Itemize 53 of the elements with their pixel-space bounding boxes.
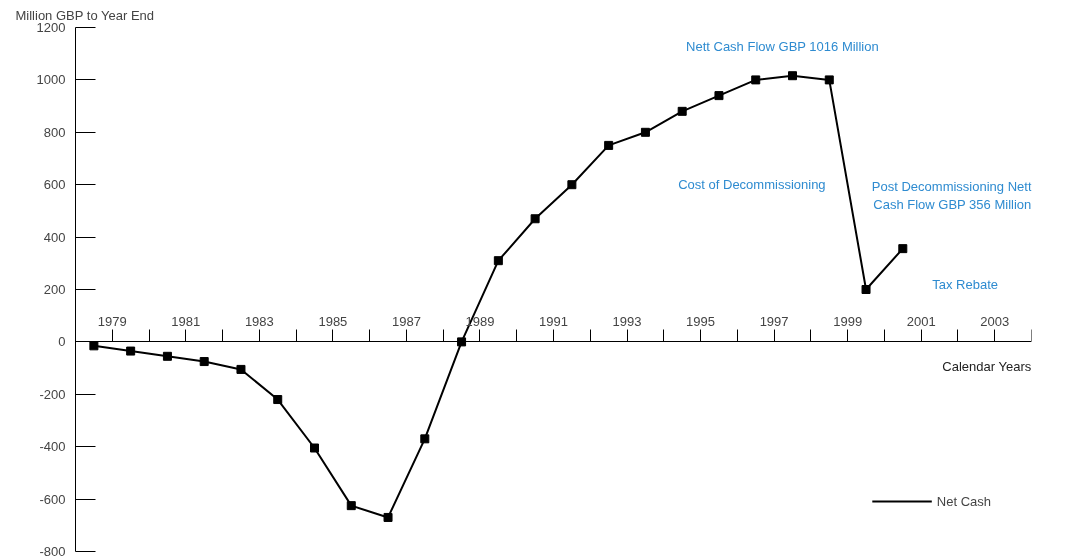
point (788, 71, 797, 81)
point (824, 75, 834, 85)
point (493, 256, 503, 266)
point (383, 512, 393, 522)
y-tick-label: 200 (43, 282, 66, 297)
y-tick-label: 600 (43, 177, 66, 193)
point (236, 364, 246, 374)
x-tick-label: 1999 (833, 313, 863, 329)
x-tick-label: 1997 (759, 313, 789, 329)
annotation: Nett Cash Flow GBP 1016 Million (686, 38, 879, 54)
x-axis-title: Calendar Years (942, 358, 1032, 374)
x-tick-label: 1991 (539, 313, 568, 329)
y-axis-title: Million GBP to Year End (15, 7, 155, 23)
point (567, 180, 577, 190)
x-tick-label: 1987 (391, 313, 421, 329)
y-tick-label: -400 (39, 439, 66, 455)
x-tick-label: 1979 (97, 313, 127, 329)
point (89, 341, 99, 351)
point (861, 285, 871, 294)
point (640, 127, 650, 137)
point (677, 106, 687, 116)
point (162, 351, 172, 361)
x-tick-label: 1983 (244, 313, 274, 329)
y-tick-label: 1200 (36, 20, 66, 35)
point (457, 337, 467, 347)
x-tick-label: 1993 (612, 313, 642, 329)
y-tick-label: 400 (43, 229, 66, 245)
x-tick-label: 1981 (171, 313, 201, 329)
point (604, 140, 614, 150)
point (530, 214, 540, 224)
point (751, 75, 761, 85)
x-tick-label: 2001 (906, 313, 936, 329)
annotation: Tax Rebate (932, 276, 998, 292)
point (420, 434, 430, 444)
x-tick-label: 1995 (686, 313, 716, 329)
y-tick-label: 800 (43, 124, 66, 140)
x-tick-label: 1985 (318, 313, 348, 329)
annotation: Cost of Decommissioning (678, 177, 826, 193)
point (273, 395, 283, 405)
point (714, 91, 724, 101)
y-tick-label: 1000 (36, 72, 66, 88)
point (126, 346, 136, 356)
point (898, 244, 908, 254)
point (310, 443, 319, 453)
y-tick-label: 0 (58, 334, 66, 350)
y-tick-label: -200 (39, 386, 66, 402)
annotation: Post Decommissioning Nett Cash Flow GBP 356 Million (871, 178, 1032, 212)
point (346, 501, 356, 511)
y-tick-label: -600 (39, 491, 66, 507)
point (199, 357, 209, 367)
x-tick-label: 2003 (980, 313, 1010, 329)
legend-label: Net Cash (936, 493, 991, 509)
y-tick-label: -800 (39, 544, 66, 559)
